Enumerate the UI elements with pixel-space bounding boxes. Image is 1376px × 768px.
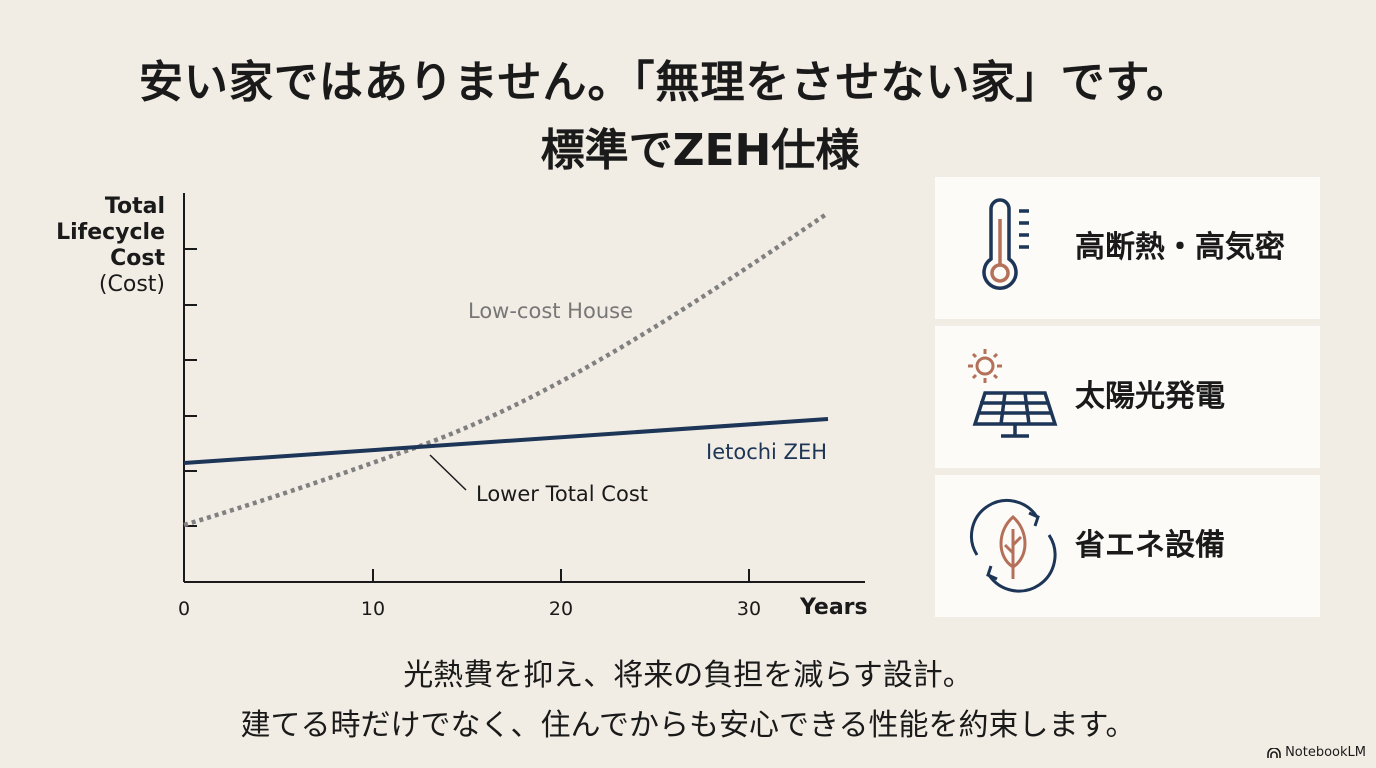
annotation-lower-total-cost: Lower Total Cost [476,482,648,506]
thermometer-icon [982,198,1029,290]
y-label-sub: (Cost) [98,272,165,297]
feature-card-solar: 太陽光発電 [935,326,1320,468]
feature-card-energy-saving: 省エネ設備 [935,475,1320,617]
feature-card-insulation: 高断熱・高気密 [935,177,1320,319]
footer-line-1: 光熱費を抑え、将来の負担を減らす設計。 [403,658,973,693]
slide-subtitle: 標準でZEH仕様 [540,125,860,176]
solar-panel-icon [968,349,1058,438]
series-ietochi-zeh [183,417,829,465]
x-ticks [372,569,750,582]
slide-title: 安い家ではありません。「無理をさせない家」です。 [138,57,1192,108]
lifecycle-cost-chart [183,193,865,583]
brand-label: NotebookLM [1285,745,1366,760]
feature-list: 高断熱・高気密 太陽光発電 [935,177,1320,624]
x-axis-label: Years [800,595,868,620]
x-tick-label: 0 [177,598,191,620]
x-tick-label: 20 [548,598,574,620]
x-tick-label: 10 [360,598,386,620]
crossover-leader-line [429,454,467,491]
y-axis-label: Total Lifecycle Cost (Cost) [40,194,165,298]
brand-badge: NotebookLM [1267,745,1366,760]
feature-label: 太陽光発電 [1075,379,1225,414]
notebooklm-logo-icon [1267,747,1281,758]
x-tick-label: 30 [736,598,762,620]
feature-label: 省エネ設備 [1075,528,1225,563]
legend-ietochi-zeh: Ietochi ZEH [706,440,828,464]
y-label-line: Lifecycle [56,220,165,245]
y-ticks [184,248,197,527]
series-low-cost-house [183,211,830,528]
eco-cycle-leaf-icon [969,499,1057,593]
footer-line-2: 建てる時だけでなく、住んでからも安心できる性能を約束します。 [240,708,1136,743]
y-label-line: Total [104,194,165,219]
y-label-line: Cost [110,246,165,271]
feature-label: 高断熱・高気密 [1075,230,1285,265]
legend-low-cost-house: Low-cost House [468,299,633,323]
